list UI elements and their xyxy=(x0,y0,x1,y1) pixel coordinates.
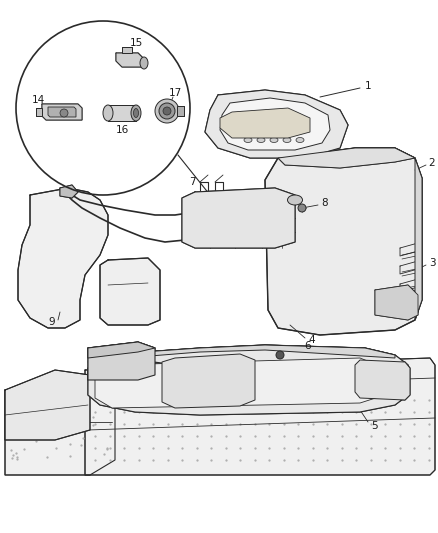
Circle shape xyxy=(60,109,68,117)
Polygon shape xyxy=(265,148,422,335)
Polygon shape xyxy=(100,258,160,325)
Text: 4: 4 xyxy=(309,335,315,345)
Polygon shape xyxy=(108,105,136,121)
Polygon shape xyxy=(42,104,82,120)
Polygon shape xyxy=(36,108,42,116)
Ellipse shape xyxy=(257,138,265,142)
Polygon shape xyxy=(182,188,295,248)
Text: 1: 1 xyxy=(365,81,371,91)
Polygon shape xyxy=(162,354,255,408)
Polygon shape xyxy=(100,345,395,360)
Polygon shape xyxy=(375,285,418,320)
Polygon shape xyxy=(205,90,348,158)
Polygon shape xyxy=(122,47,132,53)
Text: 9: 9 xyxy=(49,317,55,327)
Polygon shape xyxy=(88,342,155,380)
Text: 14: 14 xyxy=(32,95,45,105)
Polygon shape xyxy=(278,148,415,168)
Polygon shape xyxy=(60,185,78,198)
Text: 5: 5 xyxy=(371,421,377,431)
Circle shape xyxy=(276,351,284,359)
Ellipse shape xyxy=(131,105,141,121)
Text: 6: 6 xyxy=(305,341,311,351)
Text: 15: 15 xyxy=(129,38,143,48)
Polygon shape xyxy=(116,53,144,67)
Circle shape xyxy=(155,99,179,123)
Polygon shape xyxy=(5,375,115,475)
Ellipse shape xyxy=(103,105,113,121)
Circle shape xyxy=(159,103,175,119)
Polygon shape xyxy=(85,358,435,475)
Ellipse shape xyxy=(134,109,138,117)
Polygon shape xyxy=(177,106,184,116)
Polygon shape xyxy=(355,360,410,400)
Ellipse shape xyxy=(244,138,252,142)
Polygon shape xyxy=(220,98,330,150)
Circle shape xyxy=(163,107,171,115)
Polygon shape xyxy=(95,358,385,408)
Ellipse shape xyxy=(296,138,304,142)
Polygon shape xyxy=(88,342,155,358)
Ellipse shape xyxy=(283,138,291,142)
Polygon shape xyxy=(48,107,76,117)
Polygon shape xyxy=(415,158,422,320)
Text: 7: 7 xyxy=(189,177,195,187)
Text: 16: 16 xyxy=(115,125,129,135)
Text: 2: 2 xyxy=(429,158,435,168)
Polygon shape xyxy=(18,188,108,328)
Ellipse shape xyxy=(287,195,303,205)
Polygon shape xyxy=(220,108,310,138)
Polygon shape xyxy=(5,370,90,440)
Polygon shape xyxy=(88,345,408,415)
Text: 17: 17 xyxy=(168,88,182,98)
Circle shape xyxy=(298,204,306,212)
Text: 3: 3 xyxy=(429,258,435,268)
Text: 8: 8 xyxy=(321,198,328,208)
Ellipse shape xyxy=(140,57,148,69)
Ellipse shape xyxy=(270,138,278,142)
